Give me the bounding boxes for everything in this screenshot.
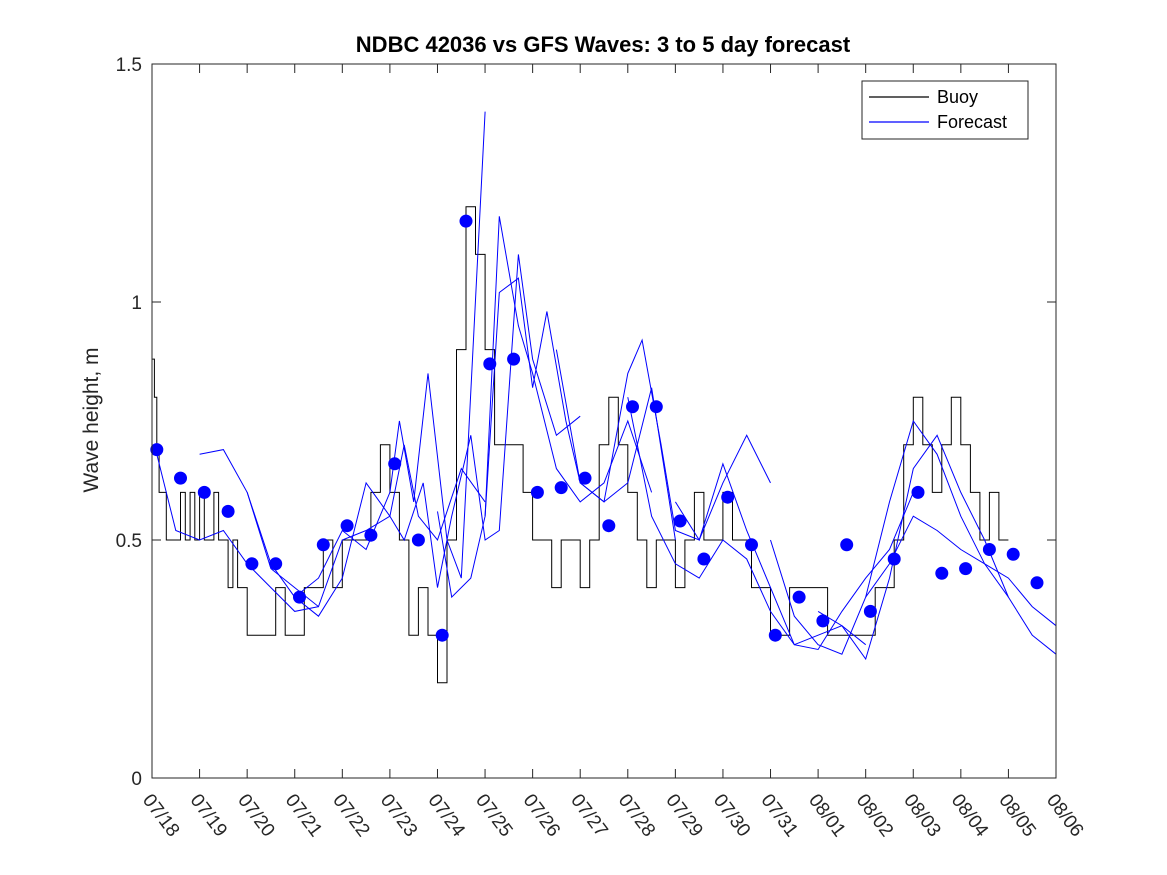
forecast-line-1 bbox=[156, 454, 319, 612]
forecast-marker bbox=[768, 628, 782, 642]
forecast-marker bbox=[197, 485, 211, 499]
forecast-marker bbox=[245, 557, 259, 571]
forecast-line-5 bbox=[389, 254, 581, 588]
forecast-marker bbox=[792, 590, 806, 604]
forecast-marker bbox=[316, 538, 330, 552]
axes-box bbox=[151, 63, 1057, 779]
forecast-line-6 bbox=[437, 216, 653, 599]
forecast-marker bbox=[697, 552, 711, 566]
forecast-marker bbox=[721, 490, 735, 504]
forecast-marker bbox=[459, 214, 473, 228]
forecast-marker bbox=[554, 481, 568, 495]
buoy-line bbox=[152, 206, 1009, 684]
forecast-marker bbox=[602, 519, 616, 533]
forecast-line-7 bbox=[484, 277, 676, 541]
y-tick-label: 1.5 bbox=[116, 55, 142, 76]
forecast-marker bbox=[840, 538, 854, 552]
forecast-line-10 bbox=[674, 462, 914, 651]
forecast-marker bbox=[863, 604, 877, 618]
y-axis: 0 0.5 1 1.5 bbox=[116, 55, 1056, 790]
forecast-marker bbox=[935, 566, 949, 580]
chart-title: NDBC 42036 vs GFS Waves: 3 to 5 day fore… bbox=[356, 32, 851, 57]
forecast-marker bbox=[340, 519, 354, 533]
forecast-line-11 bbox=[770, 419, 1009, 655]
forecast-marker bbox=[411, 533, 425, 547]
forecast-marker bbox=[364, 528, 378, 542]
forecast-marker bbox=[435, 628, 449, 642]
forecast-line-3 bbox=[246, 444, 486, 608]
forecast-line-9 bbox=[627, 397, 867, 646]
forecast-line-4 bbox=[294, 111, 486, 598]
y-tick-label: 0 bbox=[131, 769, 142, 790]
y-tick-label: 1 bbox=[131, 293, 142, 314]
forecast-marker bbox=[269, 557, 283, 571]
forecast-marker bbox=[150, 443, 164, 457]
forecast-marker bbox=[649, 400, 663, 414]
forecast-marker bbox=[578, 471, 592, 485]
forecast-marker bbox=[483, 357, 497, 371]
forecast-marker bbox=[530, 485, 544, 499]
plot-area bbox=[150, 111, 1057, 684]
forecast-marker bbox=[887, 552, 901, 566]
forecast-marker bbox=[745, 538, 758, 552]
forecast-marker bbox=[911, 485, 925, 499]
legend-box bbox=[861, 80, 1029, 140]
forecast-marker bbox=[673, 514, 687, 528]
forecast-marker bbox=[388, 457, 402, 471]
forecast-marker bbox=[174, 471, 187, 485]
forecast-marker bbox=[816, 614, 830, 628]
legend-forecast-label: Forecast bbox=[937, 112, 1007, 132]
forecast-line-8 bbox=[555, 338, 771, 541]
forecast-marker bbox=[959, 562, 973, 576]
forecast-line-13 bbox=[865, 515, 1057, 627]
legend: Buoy Forecast bbox=[861, 80, 1029, 140]
forecast-marker bbox=[293, 590, 306, 604]
legend-buoy-label: Buoy bbox=[937, 87, 978, 107]
y-axis-label: Wave height, m bbox=[80, 347, 103, 492]
forecast-marker bbox=[1006, 547, 1020, 561]
forecast-marker bbox=[507, 352, 521, 366]
y-tick-label: 0.5 bbox=[116, 531, 142, 552]
forecast-line-12 bbox=[817, 434, 1057, 661]
forecast-marker bbox=[982, 543, 996, 556]
forecast-marker bbox=[221, 504, 235, 518]
forecast-marker bbox=[626, 400, 639, 414]
forecast-marker bbox=[1030, 576, 1044, 590]
